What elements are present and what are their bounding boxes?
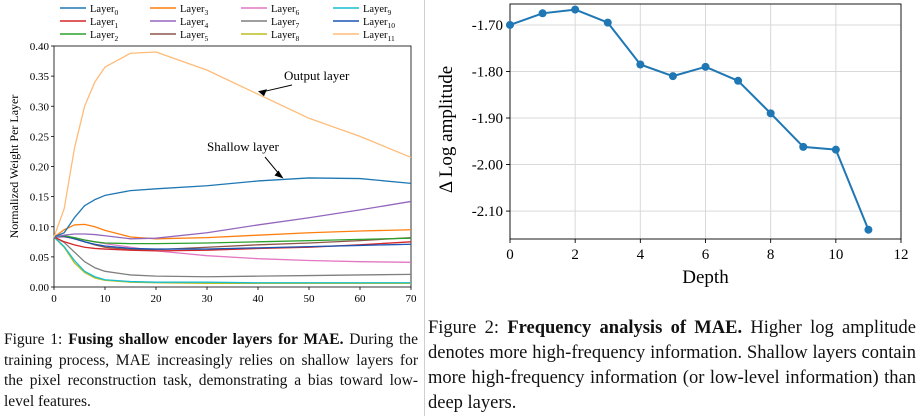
y-tick-label: 0.05 xyxy=(30,252,50,264)
data-point-depth-10 xyxy=(831,145,840,154)
legend-label-layer-9: Layer9 xyxy=(363,4,391,17)
x-tick-label: 40 xyxy=(253,293,265,304)
y-tick-label: 0.10 xyxy=(30,222,50,234)
legend-label-layer-11: Layer11 xyxy=(363,30,395,43)
x-axis-label: Depth xyxy=(682,267,729,288)
data-point-depth-0 xyxy=(506,20,514,29)
series-line-layer-4 xyxy=(53,200,412,240)
series-line-layer-0 xyxy=(53,177,412,238)
y-tick-label: 0.20 xyxy=(30,162,50,174)
legend-label-layer-5: Layer5 xyxy=(180,30,208,43)
legend-label-layer-7: Layer7 xyxy=(271,17,299,30)
data-point-depth-1 xyxy=(538,9,547,18)
caption-body: During the training process, MAE increas… xyxy=(4,331,418,410)
y-tick-label: 0.00 xyxy=(30,282,50,294)
data-point-depth-9 xyxy=(799,142,808,151)
series-line-layer-9 xyxy=(53,236,411,284)
y-axis-label: Δ Log amplitude xyxy=(436,66,457,193)
series-line-layer-2 xyxy=(53,235,412,245)
x-tick-label: 50 xyxy=(304,293,316,304)
caption-title: Fusing shallow encoder layers for MAE. xyxy=(68,331,344,348)
data-point-depth-4 xyxy=(636,60,645,69)
data-point-depth-5 xyxy=(668,72,677,81)
y-axis-label: Normalized Weight Per Layer xyxy=(7,95,21,239)
y-tick-label: 0.40 xyxy=(30,41,50,53)
series-line xyxy=(509,8,870,231)
y-tick-label: 0.30 xyxy=(30,101,50,113)
y-tick-label: 0.25 xyxy=(30,131,50,143)
caption-prefix: Figure 2: xyxy=(428,318,508,338)
legend-label-layer-2: Layer2 xyxy=(90,30,118,43)
legend-label-layer-6: Layer6 xyxy=(271,4,299,17)
legend-label-layer-1: Layer1 xyxy=(90,17,118,30)
x-tick-label: 0 xyxy=(51,293,57,304)
figure-1-line-chart: 0 10 20 30 40 50 60 70 0.00 0.05 0.10 0.15 0.20 0.25 0… xyxy=(7,4,418,304)
figure-1-caption: Figure 1: Fusing shallow encoder layers … xyxy=(4,330,418,412)
series-line-layer-11 xyxy=(53,51,412,238)
x-tick-label: 4 xyxy=(637,247,645,263)
x-tick-label: 6 xyxy=(702,247,710,263)
x-tick-label: 10 xyxy=(100,293,112,304)
caption-prefix: Figure 1: xyxy=(4,331,69,348)
data-point-depth-8 xyxy=(766,109,775,118)
caption-body: Higher log amplitude denotes more high-f… xyxy=(428,318,916,413)
x-tick-label: 20 xyxy=(151,293,163,304)
data-point-depth-2 xyxy=(571,5,580,14)
x-tick-label: 30 xyxy=(202,293,214,304)
y-tick-label: -2.00 xyxy=(472,158,503,174)
annotation-output-layer: Output layer xyxy=(284,68,350,83)
series-line-layer-7 xyxy=(53,236,412,278)
series-line-layer-3 xyxy=(53,223,412,240)
legend-label-layer-4: Layer4 xyxy=(180,17,208,30)
annotation-arrowhead xyxy=(274,170,284,179)
data-point-depth-3 xyxy=(603,18,612,27)
x-tick-label: 0 xyxy=(506,247,514,263)
annotation-arrowhead xyxy=(258,89,267,97)
y-tick-label: 0.35 xyxy=(30,71,50,83)
data-point-depth-11 xyxy=(864,225,873,234)
y-tick-label: -1.80 xyxy=(472,64,503,80)
x-tick-label: 10 xyxy=(828,247,843,263)
y-tick-label: -1.90 xyxy=(472,111,503,127)
x-tick-label: 60 xyxy=(355,293,367,304)
legend-label-layer-3: Layer3 xyxy=(180,4,208,17)
data-point-depth-6 xyxy=(701,62,710,71)
figure-2-line-chart: 0 2 4 6 8 10 12 -1.70 -1.80 -1.90 -2.00 -2.10 Depth Δ… xyxy=(436,3,909,288)
y-tick-label: -2.10 xyxy=(472,204,503,220)
series-line-layer-10 xyxy=(53,235,412,250)
y-tick-label: -1.70 xyxy=(472,18,503,34)
legend-label-layer-8: Layer8 xyxy=(271,30,299,43)
y-tick-label: 0.15 xyxy=(30,192,50,204)
data-point-depth-7 xyxy=(734,76,743,85)
annotation-arrow xyxy=(264,156,280,175)
x-tick-label: 12 xyxy=(894,247,909,263)
x-tick-label: 2 xyxy=(571,247,579,263)
legend-label-layer-10: Layer10 xyxy=(363,17,395,30)
figure-divider xyxy=(424,0,425,416)
caption-title: Frequency analysis of MAE. xyxy=(507,318,743,338)
x-tick-label: 70 xyxy=(406,293,418,304)
legend-label-layer-0: Layer0 xyxy=(90,4,118,17)
x-tick-label: 8 xyxy=(767,247,775,263)
figure-2-caption: Figure 2: Frequency analysis of MAE. Hig… xyxy=(428,316,916,416)
annotation-shallow-layer: Shallow layer xyxy=(207,139,280,154)
